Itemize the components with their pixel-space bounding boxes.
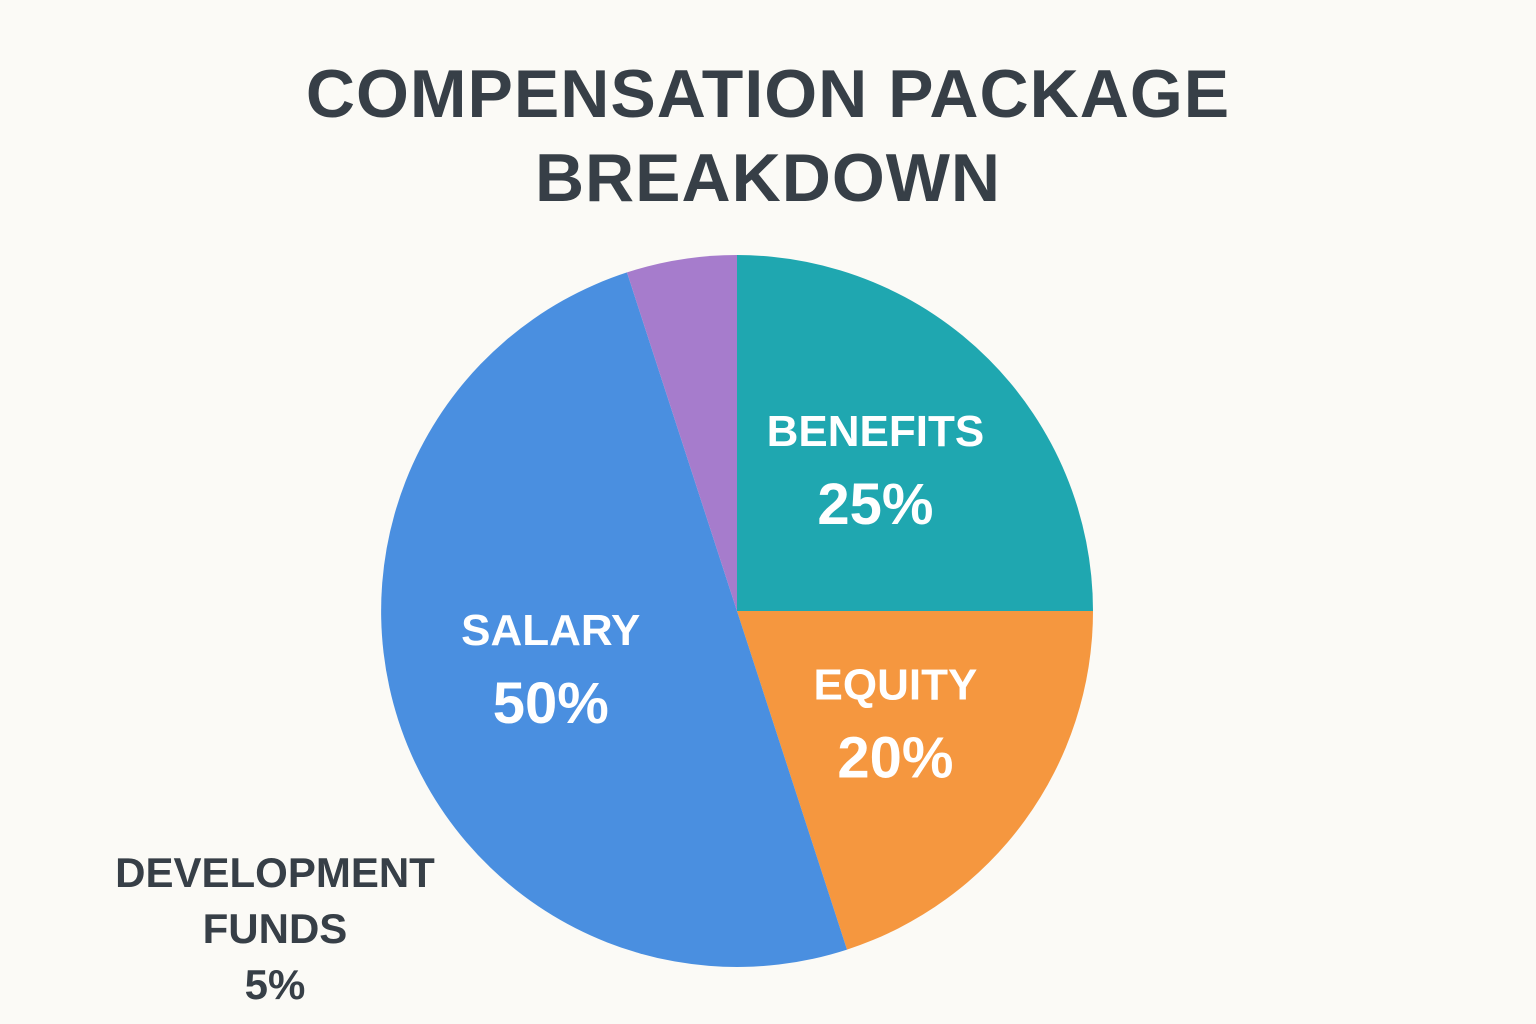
slice-label: SALARY xyxy=(461,606,640,655)
pie-slice xyxy=(626,255,737,611)
pie-slice xyxy=(737,255,1093,611)
slice-value-label: 5% xyxy=(244,961,306,1008)
slice-label: EQUITY xyxy=(814,661,978,710)
pie-slice xyxy=(381,272,848,967)
slice-label: DEVELOPMENT FUNDS xyxy=(115,849,435,952)
slice-label: BENEFITS xyxy=(767,407,985,456)
slice-value-label: 50% xyxy=(493,671,609,736)
chart-title: COMPENSATION PACKAGE BREAKDOWN xyxy=(305,56,1231,216)
slice-value-label: 20% xyxy=(837,725,953,790)
outside-label-group: DEVELOPMENT FUNDS 5% xyxy=(85,845,465,1013)
pie-slice xyxy=(737,611,1093,950)
slice-value-label: 25% xyxy=(817,472,933,537)
